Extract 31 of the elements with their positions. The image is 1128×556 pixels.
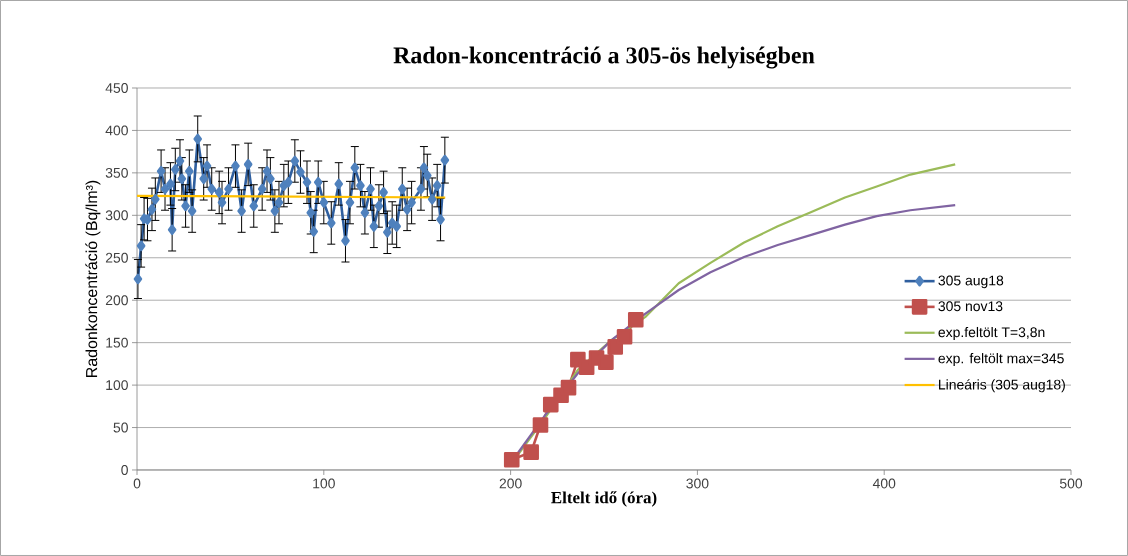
y-tick-label: 400: [105, 125, 128, 136]
chart-title: Radon-koncentráció a 305-ös helyiségben: [393, 46, 815, 69]
y-tick-label: 350: [105, 167, 128, 178]
point: [627, 311, 644, 328]
legend-label: exp.feltölt T=3,8n: [938, 326, 1045, 340]
y-tick-label: 250: [105, 252, 128, 263]
x-axis-title: Eltelt idő (óra): [551, 491, 657, 507]
y-tick-label: 100: [106, 380, 128, 391]
y-tick-label: 50: [113, 422, 128, 433]
x-tick-label: 300: [686, 478, 709, 489]
x-tick-label: 200: [499, 478, 522, 489]
x-tick-label: 400: [872, 478, 896, 489]
point: [503, 452, 520, 468]
y-tick-label: 300: [105, 210, 128, 221]
point: [532, 417, 549, 433]
legend-label: exp. feltölt max=345: [938, 353, 1064, 367]
point: [598, 354, 614, 370]
legend-label: Lineáris (305 aug18): [939, 379, 1065, 393]
point: [523, 444, 539, 460]
x-tick-label: 500: [1059, 478, 1083, 489]
y-tick-label: 200: [105, 295, 128, 306]
legend-label: 305 nov13: [938, 301, 1003, 312]
y-tick-label: 0: [121, 465, 128, 475]
point: [616, 328, 633, 345]
legend-label: 305 aug18: [938, 275, 1004, 289]
y-axis-title: Radonkoncentráció (Bq/lm³): [85, 180, 101, 377]
point: [560, 379, 577, 396]
y-tick-label: 450: [105, 83, 128, 93]
x-tick-label: 100: [313, 478, 335, 489]
x-tick-label: 0: [133, 478, 141, 489]
y-tick-label: 150: [106, 337, 128, 348]
